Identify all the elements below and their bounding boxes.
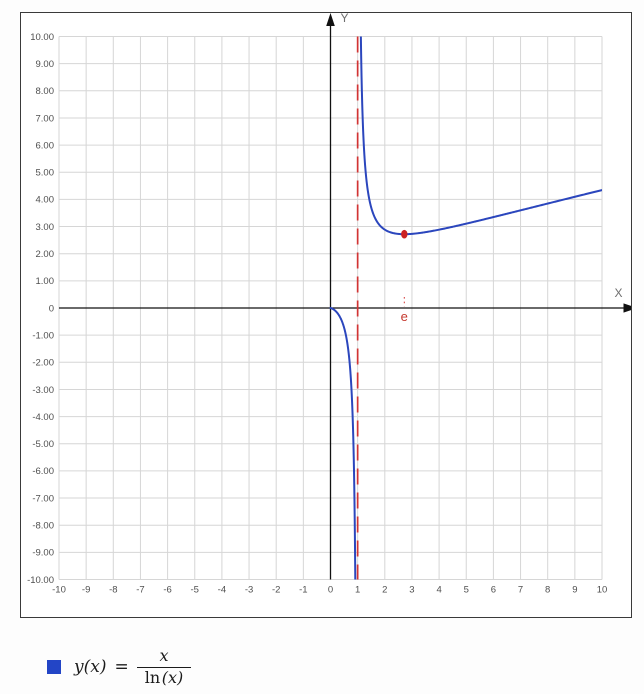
x-tick-label: 0	[328, 585, 333, 596]
curve-right-branch	[359, 36, 602, 236]
y-tick-label: 6.00	[36, 140, 55, 151]
y-tick-label: 4.00	[36, 195, 55, 206]
legend-equals: =	[114, 657, 129, 677]
x-tick-label: -1	[299, 585, 307, 596]
x-tick-label: -10	[52, 585, 66, 596]
y-tick-label: -7.00	[32, 493, 54, 504]
y-tick-label: -8.00	[32, 521, 54, 532]
e-axis-label: e	[401, 309, 408, 324]
x-tick-label: 6	[491, 585, 496, 596]
y-axis-label: Y	[340, 13, 348, 25]
legend: y(x) = x ln (x)	[47, 644, 192, 690]
legend-denominator: ln (x)	[136, 666, 192, 687]
x-tick-label: -3	[245, 585, 253, 596]
axis-letters: XY	[340, 13, 622, 300]
axes	[59, 13, 631, 580]
y-tick-label: -3.00	[32, 385, 54, 396]
y-tick-label: -4.00	[32, 412, 54, 423]
x-tick-label: -8	[109, 585, 117, 596]
y-tick-label: 2.00	[36, 249, 55, 260]
function-plot-svg: XY10.009.008.007.006.005.004.003.002.001…	[27, 13, 631, 596]
x-tick-label: 10	[597, 585, 608, 596]
x-tick-label: 2	[382, 585, 387, 596]
x-tick-label: -5	[191, 585, 199, 596]
tick-labels: 10.00 9.00 8.00 7.00 6.00 5.00 4.00 3.00 2.00 1.0…	[27, 32, 607, 596]
y-tick-label: 7.00	[36, 113, 55, 124]
x-tick-label: 9	[572, 585, 577, 596]
y-tick-label: 5.00	[36, 168, 55, 179]
minimum-point-marker	[401, 229, 408, 239]
y-tick-label: -9.00	[32, 548, 54, 559]
y-tick-label: 8.00	[36, 86, 55, 97]
y-tick-label: -6.00	[32, 466, 54, 477]
x-tick-label: -4	[218, 585, 226, 596]
y-tick-label: -2.00	[32, 358, 54, 369]
x-tick-label: -9	[82, 585, 90, 596]
x-axis-label: X	[614, 286, 622, 300]
y-tick-label: 10.00	[30, 32, 54, 43]
x-tick-label: -2	[272, 585, 280, 596]
legend-formula: y(x) = x ln (x)	[74, 646, 192, 687]
y-tick-label: -5.00	[32, 439, 54, 450]
y-tick-label: 3.00	[36, 222, 55, 233]
x-tick-label: 8	[545, 585, 550, 596]
y-tick-label: 9.00	[36, 59, 55, 70]
x-tick-label: 1	[355, 585, 360, 596]
x-tick-label: -6	[163, 585, 171, 596]
plot-panel: X Y 10.00 9.00 8.00 7.00 6.00 5.00 4.00 3.00 2.00 1…	[20, 12, 632, 618]
curve-left-branch	[329, 307, 357, 580]
legend-numerator: x	[159, 646, 169, 666]
y-tick-label: -10.00	[27, 575, 54, 586]
x-tick-label: 5	[464, 585, 469, 596]
x-tick-label: 7	[518, 585, 523, 596]
x-axis-arrow	[623, 303, 631, 313]
y-tick-label: -1.00	[32, 330, 54, 341]
y-tick-label: 1.00	[36, 276, 55, 287]
x-tick-label: -7	[136, 585, 144, 596]
legend-swatch	[47, 660, 61, 674]
x-tick-label: 3	[409, 585, 414, 596]
x-tick-label: 4	[436, 585, 441, 596]
legend-fraction: x ln (x)	[136, 646, 192, 687]
y-axis-arrow	[326, 13, 335, 26]
legend-lhs: y(x)	[74, 657, 107, 677]
y-tick-label: 0	[49, 303, 54, 314]
function-curve	[329, 36, 602, 580]
